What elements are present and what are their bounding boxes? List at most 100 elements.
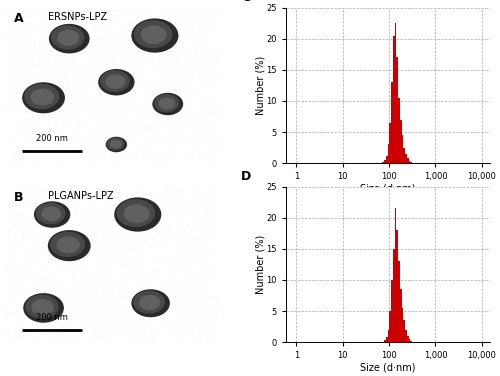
- Point: [148, 159, 156, 165]
- Point: [100, 12, 108, 18]
- Point: [95, 59, 103, 65]
- Point: [204, 246, 212, 252]
- Point: [204, 7, 212, 13]
- Point: [130, 280, 138, 287]
- Point: [8, 64, 16, 70]
- Point: [89, 299, 97, 305]
- Point: [36, 96, 44, 102]
- Point: [168, 332, 176, 338]
- Point: [122, 211, 130, 217]
- Point: [45, 309, 53, 315]
- Point: [207, 289, 215, 295]
- Point: [169, 318, 177, 324]
- Point: [156, 71, 164, 77]
- Point: [202, 88, 209, 94]
- Point: [139, 68, 147, 74]
- Point: [145, 205, 153, 211]
- Point: [171, 114, 179, 120]
- Point: [168, 194, 175, 200]
- Point: [106, 252, 114, 258]
- Point: [158, 236, 166, 242]
- Point: [100, 153, 108, 159]
- Point: [182, 78, 190, 84]
- Point: [138, 270, 146, 276]
- Point: [132, 47, 140, 53]
- Point: [172, 139, 180, 145]
- Point: [194, 126, 202, 132]
- Point: [76, 287, 84, 293]
- Point: [4, 241, 12, 247]
- Point: [199, 300, 207, 306]
- Point: [154, 307, 162, 313]
- Point: [22, 217, 30, 223]
- Point: [71, 334, 79, 340]
- Point: [11, 18, 19, 24]
- Point: [21, 262, 29, 268]
- Point: [88, 210, 96, 216]
- Point: [106, 334, 114, 340]
- Point: [77, 317, 85, 323]
- Point: [153, 268, 161, 274]
- Point: [183, 126, 191, 132]
- Point: [122, 61, 130, 67]
- Point: [82, 139, 90, 146]
- Point: [18, 188, 26, 194]
- Point: [27, 156, 35, 162]
- Point: [75, 156, 83, 162]
- Point: [205, 250, 213, 256]
- Point: [132, 315, 140, 321]
- Point: [138, 273, 146, 279]
- Point: [16, 32, 24, 38]
- Point: [96, 193, 104, 199]
- Point: [208, 205, 216, 211]
- Point: [16, 49, 24, 55]
- Point: [215, 257, 223, 263]
- Point: [115, 47, 123, 53]
- Point: [208, 197, 216, 203]
- Point: [120, 52, 128, 58]
- Point: [148, 265, 156, 271]
- Point: [208, 114, 216, 120]
- Point: [10, 133, 18, 139]
- Point: [20, 75, 28, 81]
- Point: [182, 291, 190, 297]
- Point: [184, 59, 192, 65]
- Point: [1, 264, 9, 270]
- Point: [96, 215, 104, 221]
- Point: [90, 225, 98, 231]
- Point: [158, 286, 166, 292]
- Point: [32, 134, 40, 140]
- Point: [6, 15, 14, 21]
- Point: [44, 257, 52, 263]
- Point: [154, 82, 162, 88]
- Point: [154, 325, 162, 331]
- Point: [208, 236, 216, 242]
- Point: [174, 227, 182, 233]
- Point: [199, 37, 207, 43]
- Point: [161, 191, 169, 197]
- Point: [50, 237, 58, 243]
- Point: [123, 337, 131, 343]
- Point: [41, 5, 49, 11]
- Point: [142, 323, 150, 329]
- Point: [147, 193, 155, 199]
- Point: [68, 290, 76, 296]
- Point: [130, 325, 138, 331]
- Point: [82, 246, 90, 252]
- Point: [36, 21, 44, 27]
- Point: [3, 63, 11, 69]
- Point: [54, 42, 62, 48]
- Point: [214, 188, 222, 194]
- Point: [211, 289, 219, 295]
- Point: [112, 56, 120, 62]
- Point: [174, 136, 182, 142]
- Point: [30, 26, 38, 32]
- Point: [120, 319, 128, 325]
- Point: [197, 321, 205, 327]
- Point: [5, 263, 13, 269]
- Point: [142, 224, 150, 230]
- Point: [153, 235, 161, 241]
- Point: [31, 36, 39, 42]
- Point: [186, 136, 194, 142]
- Point: [22, 141, 30, 147]
